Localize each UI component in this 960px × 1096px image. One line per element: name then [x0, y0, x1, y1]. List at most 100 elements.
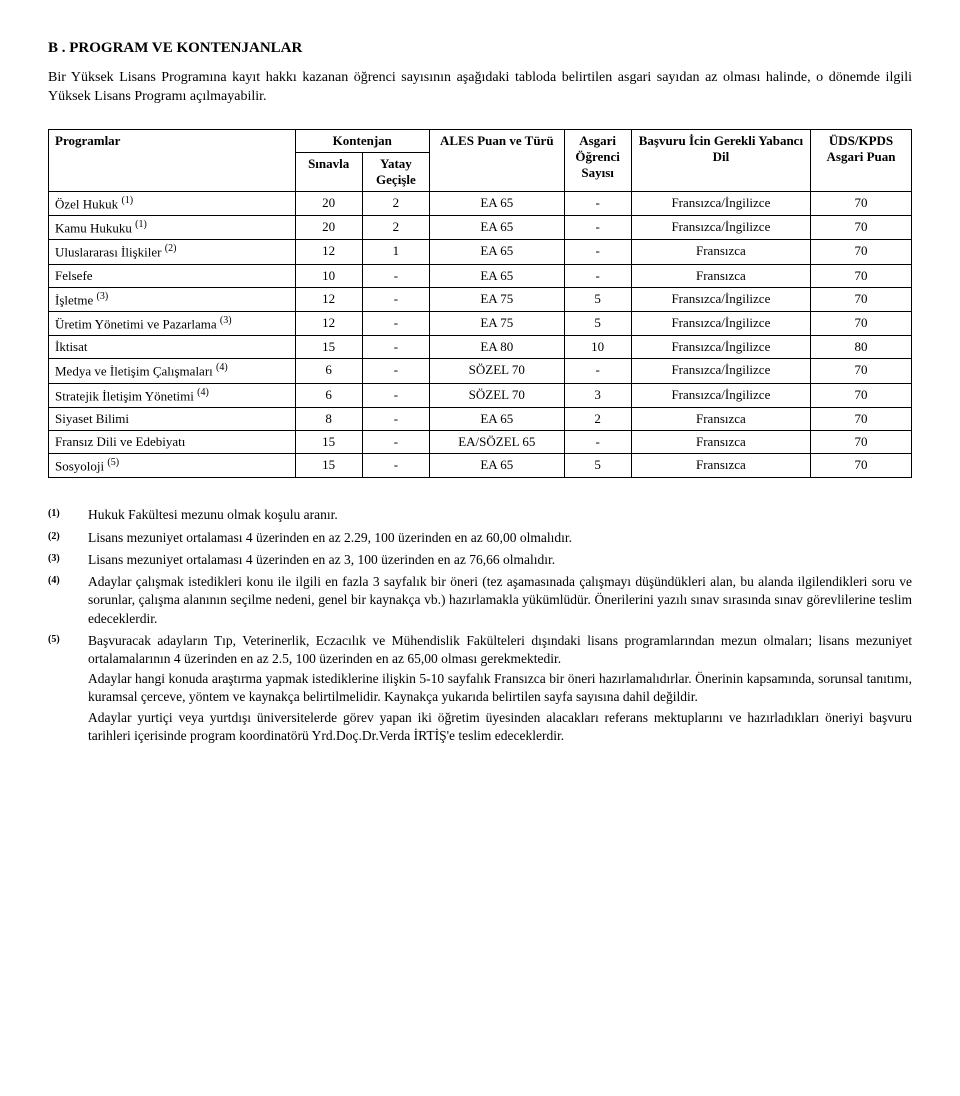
cell-uds: 70: [811, 264, 912, 287]
cell-basvuru: Fransızca/İngilizce: [631, 383, 810, 407]
cell-yatay: 2: [362, 216, 429, 240]
table-row: Felsefe10-EA 65-Fransızca70: [49, 264, 912, 287]
footnote-paragraph: Adaylar hangi konuda araştırma yapmak is…: [88, 670, 912, 706]
footnote-paragraph: Lisans mezuniyet ortalaması 4 üzerinden …: [88, 551, 912, 569]
table-row: Üretim Yönetimi ve Pazarlama (3)12-EA 75…: [49, 312, 912, 336]
cell-program: Stratejik İletişim Yönetimi (4): [49, 383, 296, 407]
cell-sinavla: 15: [295, 336, 362, 359]
th-ales: ALES Puan ve Türü: [430, 129, 564, 191]
table-row: Özel Hukuk (1)202EA 65-Fransızca/İngiliz…: [49, 191, 912, 215]
footnote-body: Lisans mezuniyet ortalaması 4 üzerinden …: [88, 529, 912, 549]
cell-ales: EA 65: [430, 216, 564, 240]
cell-yatay: -: [362, 287, 429, 311]
cell-basvuru: Fransızca/İngilizce: [631, 336, 810, 359]
footnote-paragraph: Adaylar çalışmak istedikleri konu ile il…: [88, 573, 912, 628]
table-row: Medya ve İletişim Çalışmaları (4)6-SÖZEL…: [49, 359, 912, 383]
cell-program: İşletme (3): [49, 287, 296, 311]
cell-asgari: 5: [564, 312, 631, 336]
cell-asgari: 5: [564, 454, 631, 478]
cell-basvuru: Fransızca/İngilizce: [631, 287, 810, 311]
cell-uds: 80: [811, 336, 912, 359]
footnote-row: (3)Lisans mezuniyet ortalaması 4 üzerind…: [48, 551, 912, 571]
program-footnote-ref: (2): [165, 243, 177, 254]
cell-program: Fransız Dili ve Edebiyatı: [49, 431, 296, 454]
program-footnote-ref: (4): [216, 362, 228, 373]
cell-ales: EA 65: [430, 454, 564, 478]
cell-asgari: -: [564, 191, 631, 215]
program-footnote-ref: (4): [197, 387, 209, 398]
cell-asgari: 2: [564, 408, 631, 431]
footnote-row: (4)Adaylar çalışmak istedikleri konu ile…: [48, 573, 912, 630]
cell-basvuru: Fransızca: [631, 454, 810, 478]
cell-basvuru: Fransızca/İngilizce: [631, 216, 810, 240]
cell-sinavla: 12: [295, 312, 362, 336]
cell-ales: EA 75: [430, 287, 564, 311]
footnote-key: (5): [48, 632, 88, 747]
table-row: Stratejik İletişim Yönetimi (4)6-SÖZEL 7…: [49, 383, 912, 407]
cell-asgari: 5: [564, 287, 631, 311]
program-name: Kamu Hukuku: [55, 220, 135, 235]
program-footnote-ref: (3): [97, 291, 109, 302]
cell-ales: EA 65: [430, 240, 564, 264]
cell-sinavla: 10: [295, 264, 362, 287]
footnote-body: Adaylar çalışmak istedikleri konu ile il…: [88, 573, 912, 630]
cell-ales: EA 65: [430, 191, 564, 215]
footnote-body: Başvuracak adayların Tıp, Veterinerlik, …: [88, 632, 912, 747]
cell-ales: EA 65: [430, 264, 564, 287]
footnote-row: (5)Başvuracak adayların Tıp, Veterinerli…: [48, 632, 912, 747]
section-heading: B . PROGRAM VE KONTENJANLAR: [48, 40, 912, 57]
cell-ales: EA 75: [430, 312, 564, 336]
cell-sinavla: 12: [295, 287, 362, 311]
footnote-paragraph: Başvuracak adayların Tıp, Veterinerlik, …: [88, 632, 912, 668]
footnote-paragraph: Hukuk Fakültesi mezunu olmak koşulu aran…: [88, 506, 912, 524]
cell-yatay: -: [362, 383, 429, 407]
cell-sinavla: 6: [295, 359, 362, 383]
cell-yatay: 1: [362, 240, 429, 264]
cell-asgari: -: [564, 359, 631, 383]
cell-asgari: -: [564, 240, 631, 264]
cell-sinavla: 15: [295, 431, 362, 454]
table-row: Sosyoloji (5)15-EA 655Fransızca70: [49, 454, 912, 478]
footnote-row: (1)Hukuk Fakültesi mezunu olmak koşulu a…: [48, 506, 912, 526]
cell-yatay: -: [362, 312, 429, 336]
cell-asgari: -: [564, 264, 631, 287]
footnote-key: (4): [48, 573, 88, 630]
th-kontenjan: Kontenjan: [295, 129, 429, 152]
cell-program: Felsefe: [49, 264, 296, 287]
cell-yatay: -: [362, 408, 429, 431]
cell-program: Uluslararası İlişkiler (2): [49, 240, 296, 264]
program-name: Siyaset Bilimi: [55, 411, 129, 426]
cell-sinavla: 8: [295, 408, 362, 431]
cell-asgari: -: [564, 216, 631, 240]
footnote-key: (3): [48, 551, 88, 571]
cell-sinavla: 20: [295, 216, 362, 240]
cell-basvuru: Fransızca: [631, 431, 810, 454]
cell-sinavla: 6: [295, 383, 362, 407]
cell-yatay: -: [362, 264, 429, 287]
cell-asgari: -: [564, 431, 631, 454]
cell-sinavla: 20: [295, 191, 362, 215]
cell-asgari: 10: [564, 336, 631, 359]
cell-sinavla: 15: [295, 454, 362, 478]
cell-uds: 70: [811, 240, 912, 264]
table-row: Kamu Hukuku (1)202EA 65-Fransızca/İngili…: [49, 216, 912, 240]
cell-basvuru: Fransızca: [631, 240, 810, 264]
th-sinavla: Sınavla: [295, 152, 362, 191]
footnote-key: (1): [48, 506, 88, 526]
program-name: Medya ve İletişim Çalışmaları: [55, 364, 216, 379]
th-asgari: Asgari Öğrenci Sayısı: [564, 129, 631, 191]
cell-uds: 70: [811, 287, 912, 311]
program-name: Uluslararası İlişkiler: [55, 245, 165, 260]
cell-yatay: -: [362, 454, 429, 478]
footnotes: (1)Hukuk Fakültesi mezunu olmak koşulu a…: [48, 506, 912, 747]
program-name: Üretim Yönetimi ve Pazarlama: [55, 316, 220, 331]
cell-program: Sosyoloji (5): [49, 454, 296, 478]
cell-uds: 70: [811, 312, 912, 336]
cell-uds: 70: [811, 383, 912, 407]
program-name: İşletme: [55, 292, 97, 307]
cell-basvuru: Fransızca/İngilizce: [631, 191, 810, 215]
th-programlar: Programlar: [49, 129, 296, 191]
cell-program: Üretim Yönetimi ve Pazarlama (3): [49, 312, 296, 336]
table-row: İktisat15-EA 8010Fransızca/İngilizce80: [49, 336, 912, 359]
cell-ales: EA 65: [430, 408, 564, 431]
